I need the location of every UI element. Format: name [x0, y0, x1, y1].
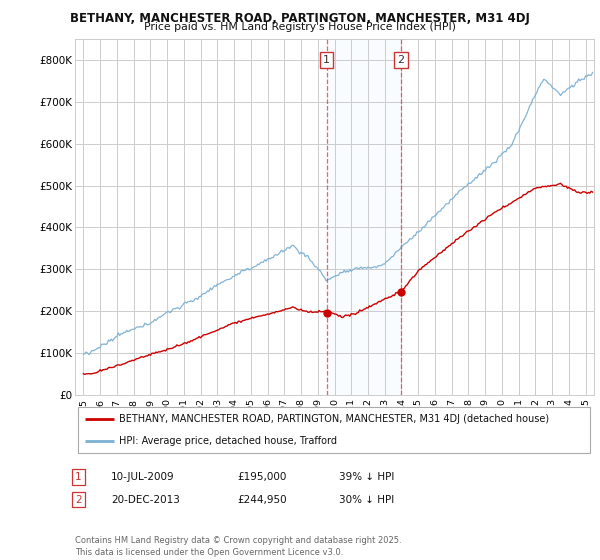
Text: 39% ↓ HPI: 39% ↓ HPI — [339, 472, 394, 482]
Text: £244,950: £244,950 — [237, 494, 287, 505]
Text: BETHANY, MANCHESTER ROAD, PARTINGTON, MANCHESTER, M31 4DJ: BETHANY, MANCHESTER ROAD, PARTINGTON, MA… — [70, 12, 530, 25]
Text: Contains HM Land Registry data © Crown copyright and database right 2025.
This d: Contains HM Land Registry data © Crown c… — [75, 536, 401, 557]
Text: 10-JUL-2009: 10-JUL-2009 — [111, 472, 175, 482]
Text: Price paid vs. HM Land Registry's House Price Index (HPI): Price paid vs. HM Land Registry's House … — [144, 22, 456, 32]
Text: 1: 1 — [323, 55, 330, 65]
Text: £195,000: £195,000 — [237, 472, 286, 482]
Text: 2: 2 — [75, 494, 82, 505]
Text: BETHANY, MANCHESTER ROAD, PARTINGTON, MANCHESTER, M31 4DJ (detached house): BETHANY, MANCHESTER ROAD, PARTINGTON, MA… — [119, 414, 549, 424]
Text: 30% ↓ HPI: 30% ↓ HPI — [339, 494, 394, 505]
Text: HPI: Average price, detached house, Trafford: HPI: Average price, detached house, Traf… — [119, 436, 337, 446]
Text: 1: 1 — [75, 472, 82, 482]
FancyBboxPatch shape — [77, 408, 590, 452]
Text: 20-DEC-2013: 20-DEC-2013 — [111, 494, 180, 505]
Text: 2: 2 — [397, 55, 404, 65]
Bar — [326, 39, 401, 395]
